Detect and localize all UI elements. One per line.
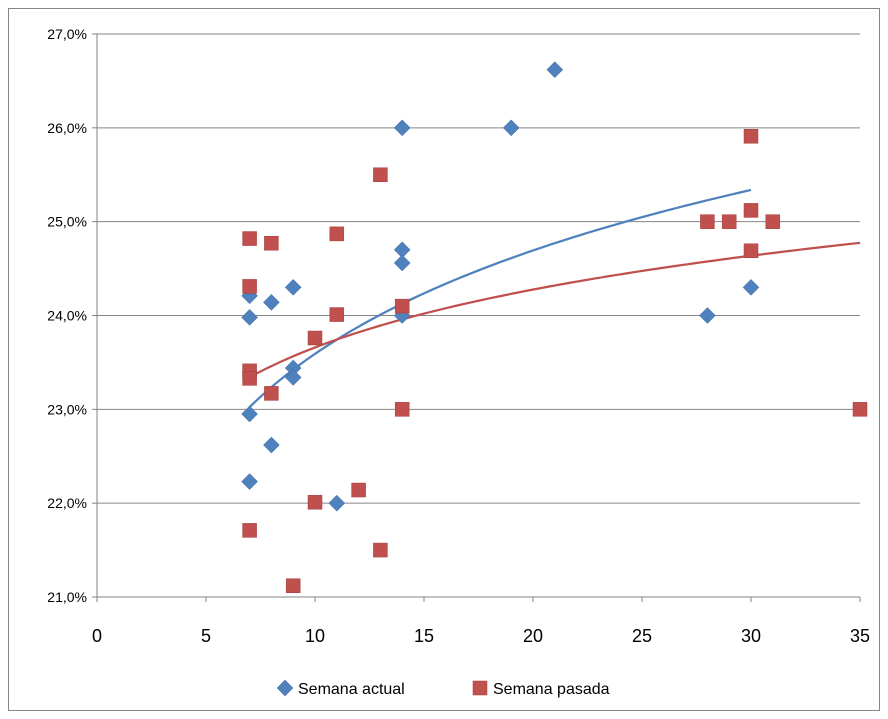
x-tick-label: 35 — [850, 626, 870, 646]
data-point-semana-actual — [742, 278, 760, 296]
data-point-semana-pasada — [394, 402, 410, 417]
legend: Semana actual Semana pasada — [276, 679, 610, 698]
data-point-semana-pasada — [852, 402, 868, 417]
data-point-semana-pasada — [373, 167, 388, 182]
y-tick-label: 23,0% — [47, 401, 87, 417]
data-point-semana-pasada — [242, 371, 257, 386]
data-point-semana-actual — [263, 436, 280, 454]
y-tick-label: 25,0% — [47, 214, 87, 230]
data-point-semana-pasada — [743, 129, 759, 144]
data-point-semana-pasada — [700, 214, 715, 229]
gridlines — [97, 33, 860, 598]
chart-frame — [8, 8, 880, 711]
data-point-semana-pasada — [329, 226, 345, 242]
data-point-semana-actual — [241, 473, 258, 490]
data-point-semana-actual — [328, 494, 346, 512]
data-point-semana-actual — [699, 307, 716, 324]
data-point-semana-pasada — [743, 243, 759, 259]
legend-marker-diamond — [276, 679, 294, 697]
data-point-semana-pasada — [307, 494, 323, 510]
axes: 21,0% 22,0% 23,0% 24,0% 25,0% 26,0% 27,0% 0 5 10 1… — [47, 26, 870, 646]
y-tick-label: 24,0% — [47, 308, 87, 324]
trendlines — [248, 188, 861, 408]
data-point-semana-pasada — [373, 542, 388, 558]
x-tick-label: 20 — [523, 626, 543, 646]
y-tick-label: 27,0% — [47, 26, 87, 42]
data-point-semana-actual — [284, 369, 302, 386]
x-tick-label: 10 — [305, 626, 325, 646]
data-point-semana-actual — [284, 278, 302, 296]
data-point-semana-actual — [263, 294, 280, 311]
data-point-semana-actual — [546, 61, 564, 79]
data-point-semana-pasada — [264, 235, 279, 251]
data-point-semana-pasada — [242, 231, 257, 246]
data-point-semana-actual — [241, 405, 258, 423]
data-point-semana-pasada — [743, 203, 759, 218]
x-tick-label: 0 — [92, 626, 102, 646]
data-point-semana-pasada — [264, 386, 279, 401]
data-point-semana-actual — [502, 119, 520, 137]
legend-label: Semana actual — [298, 681, 405, 698]
data-point-semana-pasada — [765, 214, 781, 229]
data-point-semana-pasada — [329, 307, 345, 322]
data-point-semana-pasada — [242, 523, 257, 538]
y-tick-label: 21,0% — [47, 589, 87, 605]
y-tick-label: 22,0% — [47, 495, 87, 511]
data-point-semana-actual — [241, 309, 258, 326]
data-point-semana-pasada — [285, 578, 301, 593]
data-point-semana-pasada — [394, 298, 410, 314]
legend-marker-square — [472, 680, 488, 696]
trendline-square — [249, 241, 861, 379]
data-points — [241, 61, 868, 593]
x-tick-label: 30 — [741, 626, 761, 646]
data-point-semana-pasada — [351, 482, 366, 498]
legend-label: Semana pasada — [493, 681, 610, 698]
data-point-semana-actual — [393, 254, 411, 272]
data-point-semana-pasada — [307, 330, 323, 346]
y-tick-label: 26,0% — [47, 120, 87, 136]
data-point-semana-pasada — [242, 279, 257, 294]
x-tick-label: 5 — [201, 626, 211, 646]
data-point-semana-actual — [393, 119, 411, 137]
data-point-semana-pasada — [721, 214, 737, 229]
x-tick-label: 25 — [632, 626, 652, 646]
trendline-diamond — [248, 188, 752, 408]
x-tick-label: 15 — [414, 626, 434, 646]
